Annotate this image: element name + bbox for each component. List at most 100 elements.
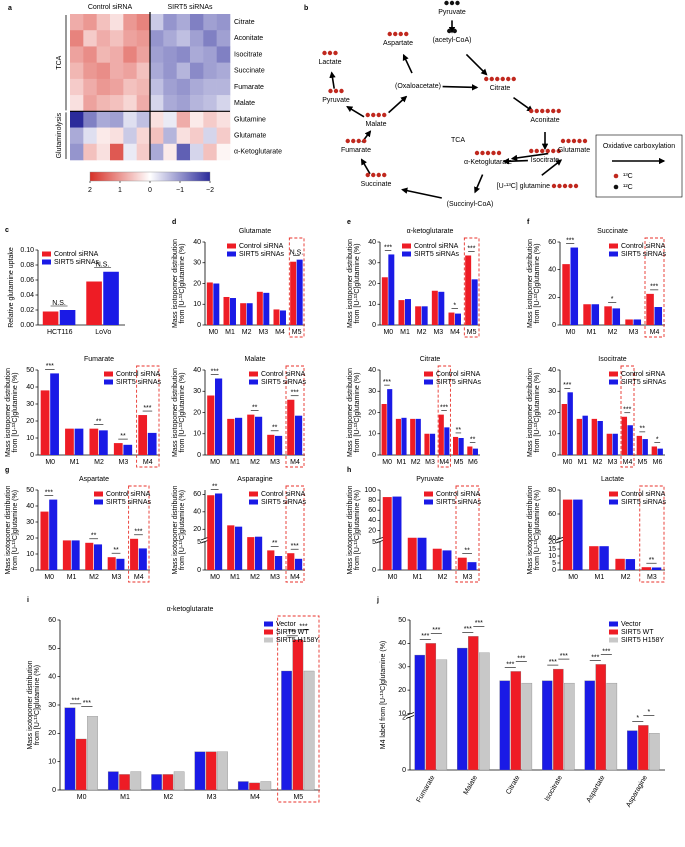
panel-label: a — [8, 5, 12, 12]
pathway-arrow — [510, 152, 549, 162]
legend-swatch — [424, 491, 433, 497]
carbon-atom — [382, 172, 387, 178]
legend-label: SIRT5 WT — [621, 629, 654, 636]
y-axis-label: Mass isotopomer distribution — [527, 368, 534, 457]
bar — [467, 562, 477, 570]
heatmap-cell — [150, 127, 164, 145]
y-tick-label: 30 — [193, 260, 201, 267]
x-tick-label: M2 — [94, 459, 104, 466]
bar — [147, 432, 157, 455]
heatmap-cell — [123, 111, 137, 128]
highlight-box — [285, 365, 305, 468]
y-tick-label: 10 — [368, 301, 376, 308]
significance-label: *** — [384, 244, 392, 251]
heatmap-cell — [110, 78, 124, 96]
bar — [453, 436, 459, 455]
heatmap-cell — [190, 46, 204, 63]
significance-label: ** — [91, 533, 97, 540]
carbon-atom — [571, 138, 577, 144]
bar — [567, 392, 573, 455]
significance-label: N.S. — [290, 249, 304, 256]
carbon-atom — [480, 150, 485, 156]
bar — [99, 430, 108, 455]
x-tick-label: M0 — [382, 459, 392, 466]
bar — [207, 495, 215, 570]
highlight-box — [455, 485, 480, 583]
y-tick-label: 0 — [52, 787, 56, 794]
highlight-box — [136, 365, 160, 468]
bar — [237, 781, 249, 791]
highlight-box — [620, 365, 635, 468]
y-tick-label: 0 — [402, 767, 406, 774]
carbon-atom — [545, 148, 550, 154]
bar — [382, 497, 392, 570]
heatmap-cell — [96, 143, 111, 161]
x-tick-label: M0 — [210, 574, 220, 581]
x-tick-label: M0 — [568, 574, 578, 581]
highlight-box — [463, 237, 480, 338]
y-axis-label: Mass isotopomer distribution — [172, 485, 179, 574]
legend-label: SIRT5 siRNAs — [621, 379, 666, 386]
carbon-atom — [455, 0, 460, 6]
heatmap-cell — [83, 143, 97, 161]
legend-swatch — [609, 371, 618, 377]
heatmap-cell — [190, 30, 204, 47]
y-tick-label: 20 — [26, 535, 34, 542]
bar — [296, 259, 303, 325]
y-tick-label: 0.00 — [20, 322, 34, 329]
significance-label: *** — [291, 543, 299, 550]
legend-swatch — [249, 379, 258, 385]
colorbar-tick-label: 2 — [88, 187, 92, 194]
x-tick-label: M3 — [270, 459, 280, 466]
significance-label: *** — [517, 655, 525, 662]
x-tick-label: M3 — [608, 459, 618, 466]
carbon-atom — [452, 28, 457, 34]
bar — [281, 670, 292, 791]
x-tick-label: Aspartate — [586, 774, 607, 804]
y-axis-label: Mass isotopomer distribution — [527, 239, 534, 328]
bar — [625, 559, 636, 570]
bar — [40, 390, 50, 455]
legend-label: SIRT5 siRNAs — [436, 499, 481, 506]
significance-label: * — [647, 709, 650, 716]
bar — [595, 664, 607, 771]
legend-label: SIRT5 siRNAs — [621, 499, 666, 506]
bar — [223, 296, 230, 325]
y-tick-label: 5 — [552, 560, 556, 567]
pathway-arrow — [401, 187, 442, 199]
y-tick-label: 0 — [372, 322, 376, 329]
y-tick-label: 10 — [548, 431, 556, 438]
legend-swatch — [42, 259, 51, 265]
chart-title: Citrate — [420, 356, 441, 363]
chart-title: Fumarate — [84, 356, 114, 363]
bar — [194, 751, 206, 791]
metabolite-label: Fumarate — [341, 147, 371, 154]
y-tick-label: 40 — [548, 535, 556, 542]
legend-label: Control siRNA — [621, 491, 666, 498]
bar — [260, 781, 272, 791]
bar — [275, 435, 283, 455]
x-tick-label: M1 — [225, 329, 235, 336]
bar — [458, 438, 464, 455]
bar — [230, 298, 236, 325]
bar — [247, 537, 255, 570]
bar — [292, 639, 304, 791]
bar — [499, 680, 510, 771]
heatmap-cell — [216, 127, 231, 145]
x-tick-label: M2 — [608, 329, 618, 336]
bar — [612, 308, 621, 325]
bar — [457, 647, 468, 771]
panel-label: d — [172, 219, 176, 226]
y-axis-label: from [U-¹³C]glutamine (%) — [354, 243, 361, 323]
heatmap-cell — [123, 78, 137, 96]
x-tick-label: M1 — [120, 794, 130, 801]
y-tick-label: 0.06 — [20, 277, 34, 284]
bar — [415, 306, 422, 325]
x-tick-label: M1 — [67, 574, 77, 581]
bar — [256, 291, 263, 325]
legend-swatch — [249, 371, 258, 377]
bar — [86, 281, 102, 325]
heatmap-cell — [70, 95, 84, 112]
bar — [295, 558, 303, 570]
bar — [387, 389, 393, 455]
